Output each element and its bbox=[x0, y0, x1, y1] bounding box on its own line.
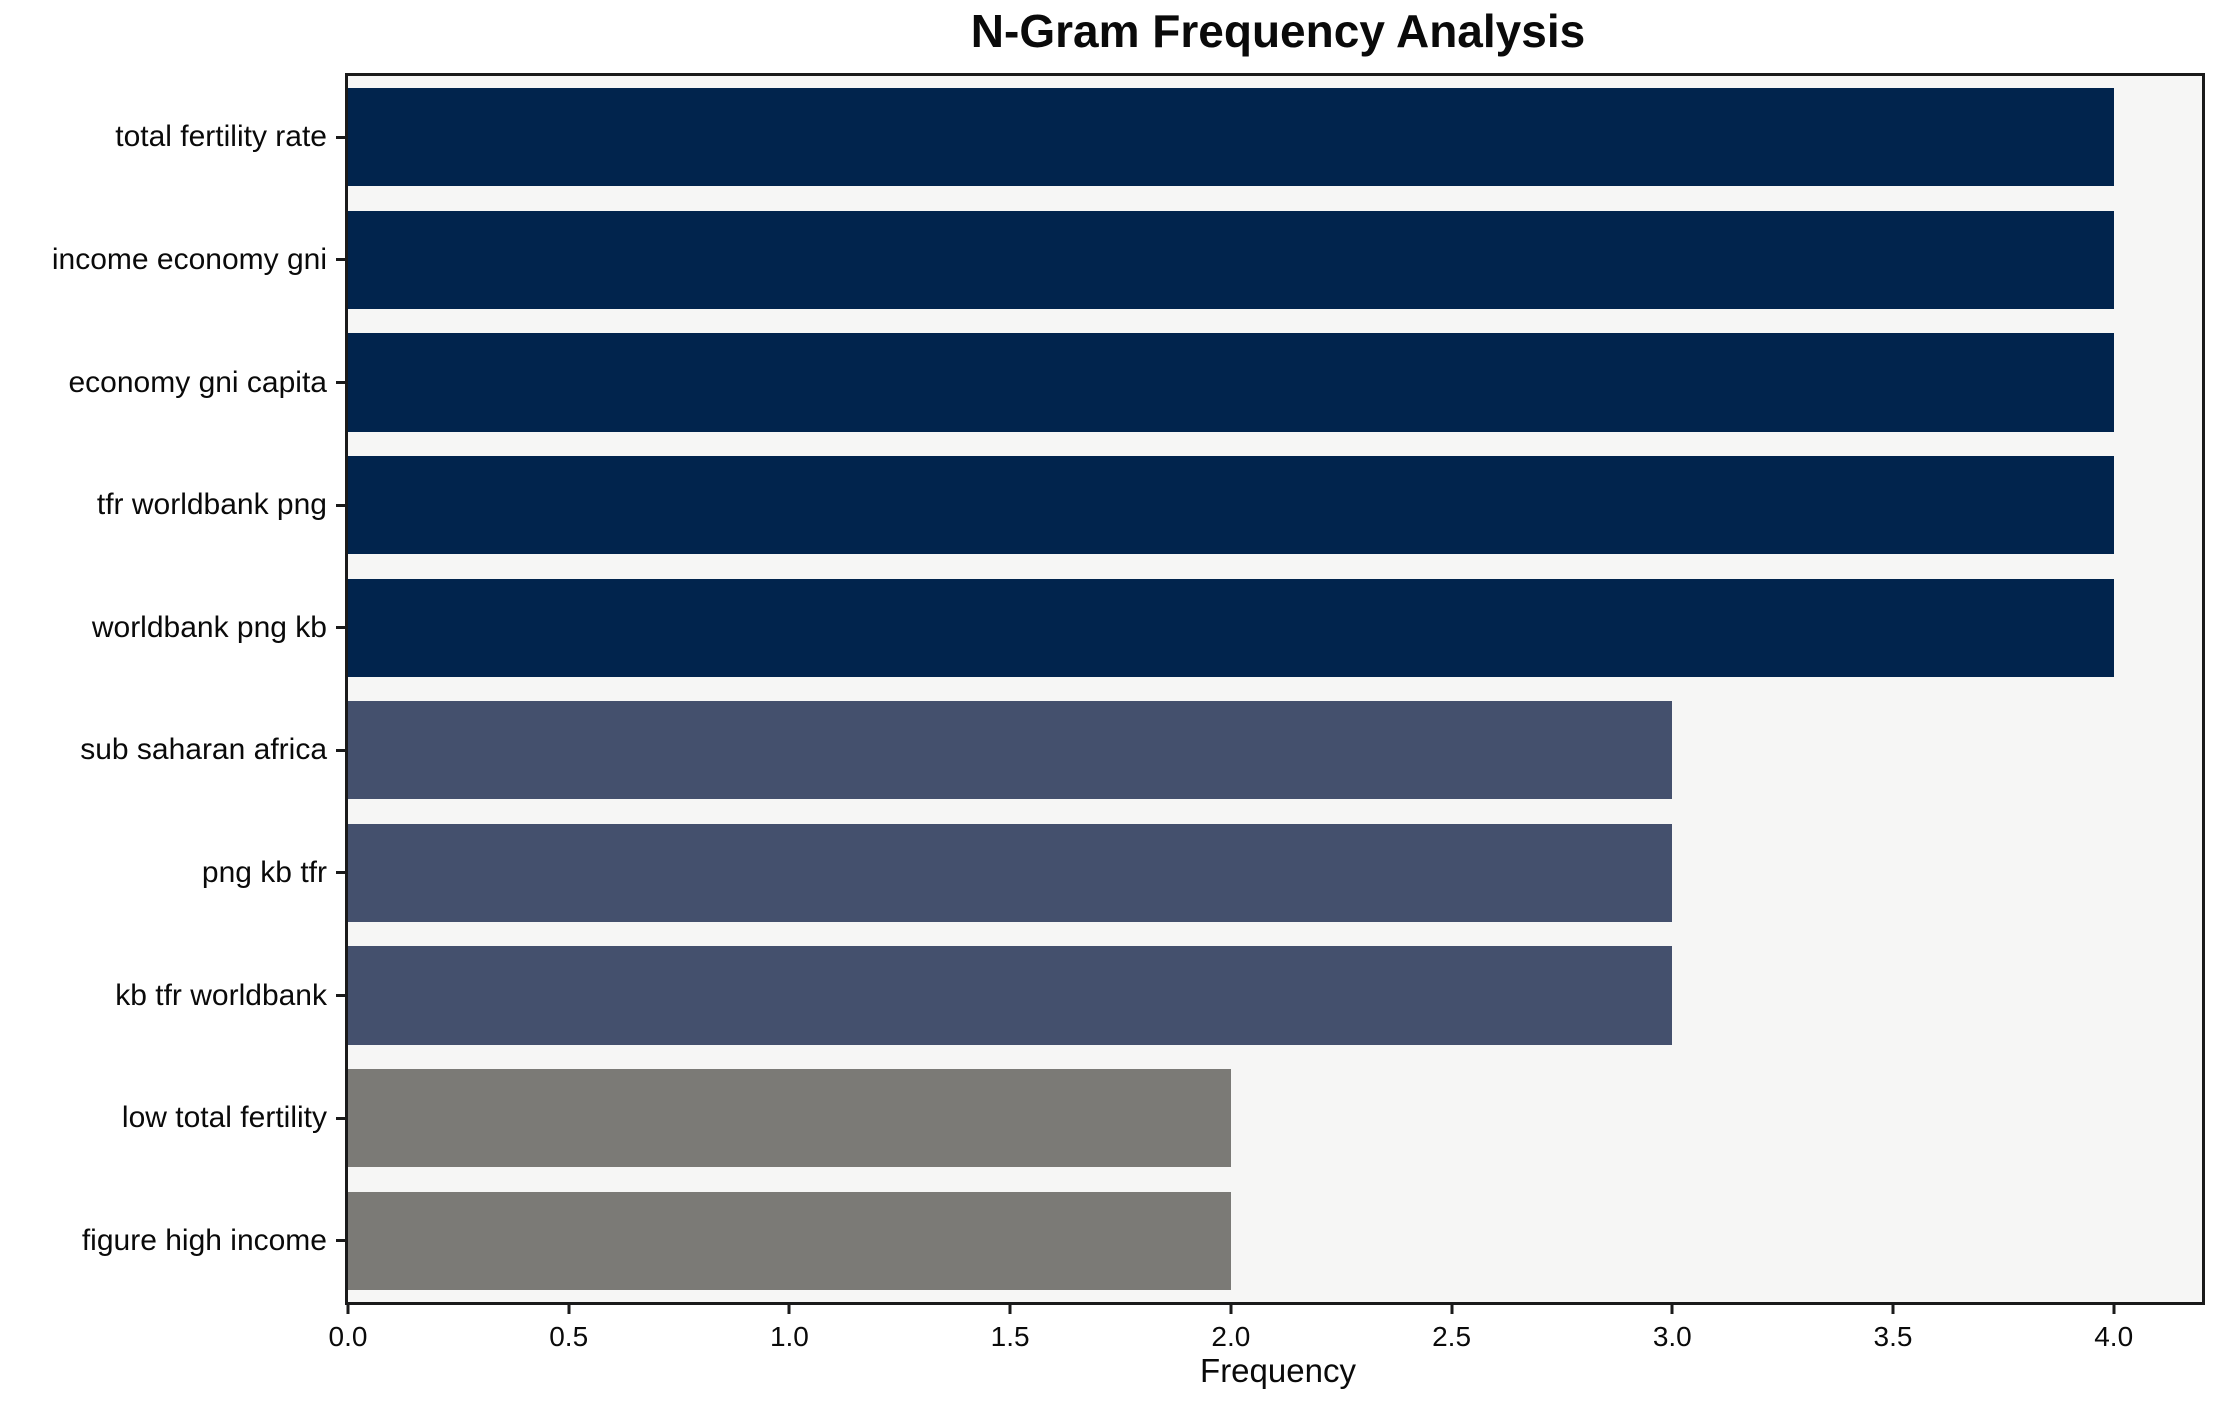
bar bbox=[348, 1069, 1231, 1168]
bar bbox=[348, 701, 1673, 800]
x-tick bbox=[1229, 1305, 1233, 1314]
y-tick-label: tfr worldbank png bbox=[96, 488, 327, 522]
x-tick bbox=[346, 1305, 350, 1314]
bar bbox=[348, 333, 2114, 432]
x-tick bbox=[1450, 1305, 1454, 1314]
x-tick bbox=[567, 1305, 571, 1314]
x-tick-label: 0.0 bbox=[328, 1321, 368, 1352]
x-tick-label: 4.0 bbox=[2094, 1321, 2134, 1352]
y-tick-label: total fertility rate bbox=[115, 120, 327, 154]
bar bbox=[348, 456, 2114, 555]
y-tick bbox=[336, 135, 345, 139]
x-tick bbox=[2112, 1305, 2116, 1314]
y-tick bbox=[336, 748, 345, 752]
y-tick-label: sub saharan africa bbox=[80, 733, 327, 767]
x-tick-label: 2.0 bbox=[1211, 1321, 1251, 1352]
x-tick-label: 3.5 bbox=[1873, 1321, 1913, 1352]
bar bbox=[348, 578, 2114, 677]
y-tick-label: low total fertility bbox=[121, 1101, 327, 1135]
bar bbox=[348, 946, 1673, 1045]
x-tick-label: 1.5 bbox=[990, 1321, 1030, 1352]
y-tick bbox=[336, 1116, 345, 1120]
bar bbox=[348, 88, 2114, 187]
y-tick-label: figure high income bbox=[81, 1223, 327, 1257]
bar bbox=[348, 1191, 1231, 1290]
y-tick-label: economy gni capita bbox=[68, 365, 328, 399]
x-axis-label: Frequency bbox=[1200, 1352, 1356, 1389]
x-tick bbox=[1008, 1305, 1012, 1314]
x-tick-label: 2.5 bbox=[1432, 1321, 1472, 1352]
y-tick-label: png kb tfr bbox=[201, 855, 327, 889]
y-tick bbox=[336, 626, 345, 630]
x-tick-label: 3.0 bbox=[1652, 1321, 1692, 1352]
x-tick bbox=[1891, 1305, 1895, 1314]
x-tick-label: 1.0 bbox=[769, 1321, 809, 1352]
x-tick-label: 0.5 bbox=[549, 1321, 589, 1352]
y-tick bbox=[336, 258, 345, 262]
y-tick bbox=[336, 871, 345, 875]
y-tick bbox=[336, 1239, 345, 1243]
plot-area bbox=[345, 73, 2205, 1305]
bar bbox=[348, 210, 2114, 309]
bar bbox=[348, 823, 1673, 922]
y-tick-label: kb tfr worldbank bbox=[115, 978, 327, 1012]
x-tick bbox=[787, 1305, 791, 1314]
x-tick bbox=[1670, 1305, 1674, 1314]
y-tick bbox=[336, 994, 345, 997]
y-tick-label: income economy gni bbox=[51, 242, 327, 276]
y-tick bbox=[336, 503, 345, 507]
chart-title: N-Gram Frequency Analysis bbox=[970, 5, 1586, 57]
y-tick bbox=[336, 381, 345, 384]
y-tick-label: worldbank png kb bbox=[91, 610, 327, 644]
